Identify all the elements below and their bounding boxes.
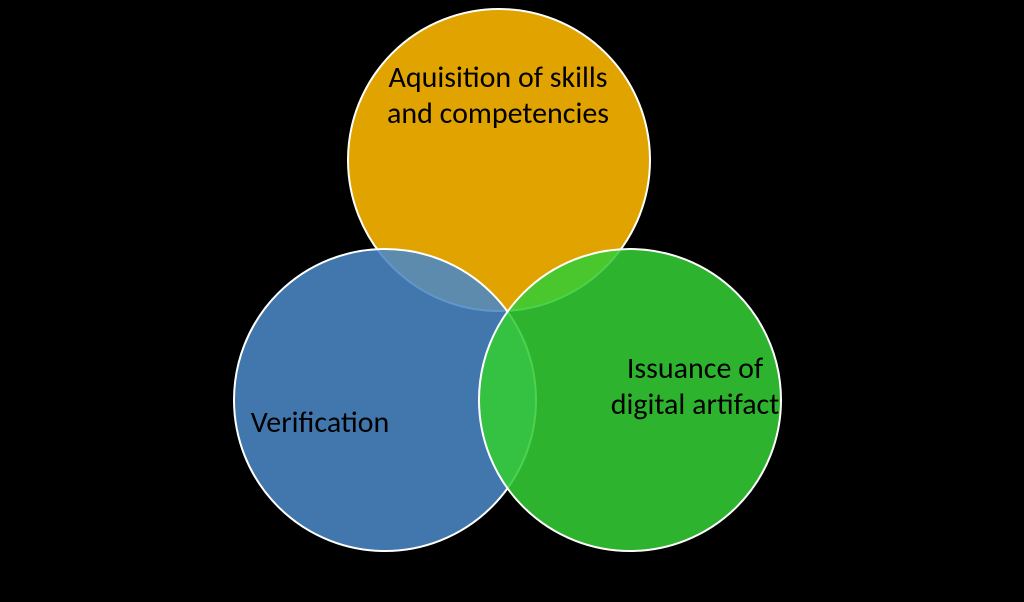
venn-label-left: Verification — [220, 405, 420, 441]
venn-diagram: Aquisition of skills and competencies Ve… — [0, 0, 1024, 597]
venn-label-right: Issuance of digital artifact — [595, 351, 795, 423]
venn-label-top: Aquisition of skills and competencies — [378, 60, 618, 132]
